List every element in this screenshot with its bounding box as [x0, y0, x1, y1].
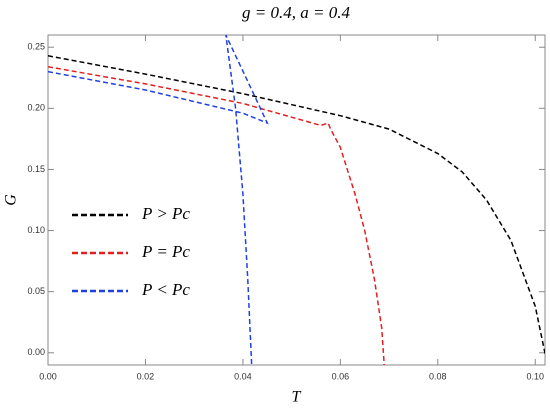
y-tick-label: 0.20 — [27, 103, 45, 113]
y-tick-label: 0.25 — [27, 42, 45, 52]
series-line — [48, 66, 385, 365]
legend-label: P = Pc — [141, 242, 190, 261]
chart-title: g = 0.4, a = 0.4 — [242, 3, 350, 22]
legend-label: P > Pc — [141, 204, 190, 223]
y-axis-label: G — [3, 194, 20, 206]
x-tick-label: 0.10 — [526, 371, 544, 381]
x-tick-label: 0.02 — [137, 371, 155, 381]
series-line — [48, 55, 545, 357]
x-tick-label: 0.06 — [332, 371, 350, 381]
x-axis-label: T — [292, 389, 302, 406]
y-tick-label: 0.10 — [27, 225, 45, 235]
y-tick-label: 0.15 — [27, 164, 45, 174]
y-tick-label: 0.05 — [27, 286, 45, 296]
legend-label: P < Pc — [141, 280, 190, 299]
y-tick-label: 0.00 — [27, 347, 45, 357]
x-tick-label: 0.04 — [234, 371, 252, 381]
x-tick-label: 0.08 — [429, 371, 447, 381]
x-tick-label: 0.00 — [39, 371, 57, 381]
plot-frame — [47, 34, 546, 366]
series-line — [48, 35, 269, 365]
